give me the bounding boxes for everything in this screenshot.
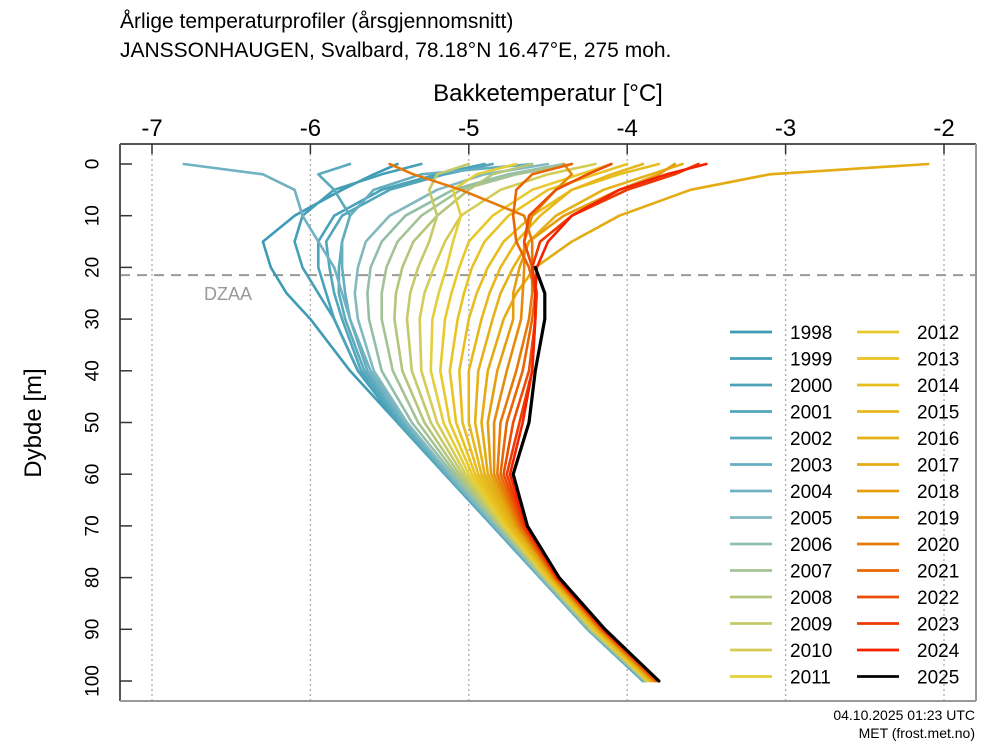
legend-label: 2001 <box>790 403 832 424</box>
y-tick-label: 70 <box>83 515 104 536</box>
legend-item-2023: 2023 <box>857 615 959 636</box>
legend-item-2022: 2022 <box>857 588 959 609</box>
legend-label: 2017 <box>917 456 959 477</box>
y-tick-label: 60 <box>83 464 104 485</box>
legend-label: 2005 <box>790 509 832 530</box>
legend-item-2014: 2014 <box>857 376 960 397</box>
legend-item-2018: 2018 <box>857 482 959 503</box>
y-tick-label: 0 <box>83 159 104 170</box>
legend-item-2005: 2005 <box>730 509 832 530</box>
series-line-2012 <box>438 162 651 683</box>
legend-item-2008: 2008 <box>730 588 832 609</box>
legend-item-2009: 2009 <box>730 615 832 636</box>
legend-item-2006: 2006 <box>730 535 832 556</box>
y-tick-label: 80 <box>83 567 104 588</box>
legend-label: 2011 <box>790 668 831 689</box>
legend-item-2012: 2012 <box>857 323 959 344</box>
legend-label: 1998 <box>790 323 832 344</box>
legend-label: 1999 <box>790 350 832 371</box>
legend-item-2016: 2016 <box>857 429 959 450</box>
legend-label: 2008 <box>790 588 832 609</box>
dzaa-annotation: DZAA <box>120 274 976 304</box>
legend-label: 2020 <box>917 535 959 556</box>
x-axis-ticks: -7 -6 -5 -4 -3 -2 <box>141 115 955 154</box>
legend-label: 2013 <box>917 350 959 371</box>
y-tick-label: 30 <box>83 309 104 330</box>
y-tick-label: 90 <box>83 619 104 640</box>
legend-item-2019: 2019 <box>857 509 959 530</box>
legend-label: 2024 <box>917 641 960 662</box>
legend-item-2010: 2010 <box>730 641 832 662</box>
legend-item-2013: 2013 <box>857 350 959 371</box>
series-line-2020 <box>388 162 658 683</box>
legend-item-2020: 2020 <box>857 535 959 556</box>
legend-label: 2022 <box>917 588 959 609</box>
chart-title: Årlige temperaturprofiler (årsgjennomsni… <box>120 10 514 33</box>
legend-item-2003: 2003 <box>730 456 832 477</box>
data-source: MET (frost.met.no) <box>858 725 975 741</box>
legend-label: 2007 <box>790 562 832 583</box>
legend-label: 2004 <box>790 482 833 503</box>
legend-item-2002: 2002 <box>730 429 832 450</box>
timestamp: 04.10.2025 01:23 UTC <box>833 707 975 723</box>
legend-label: 2003 <box>790 456 832 477</box>
legend-label: 2019 <box>917 509 959 530</box>
legend: 1998 1999 2000 2001 2002 2003 2004 2005 2006 2007… <box>730 323 960 689</box>
legend-item-2021: 2021 <box>857 562 959 583</box>
x-tick-label: -2 <box>933 115 954 142</box>
dzaa-label: DZAA <box>204 284 252 304</box>
chart-subtitle: JANSSONHAUGEN, Svalbard, 78.18°N 16.47°E… <box>120 39 672 62</box>
legend-label: 2018 <box>917 482 959 503</box>
legend-item-2024: 2024 <box>857 641 960 662</box>
legend-item-2017: 2017 <box>857 456 959 477</box>
legend-item-2004: 2004 <box>730 482 833 503</box>
y-tick-label: 20 <box>83 257 104 278</box>
legend-item-2025: 2025 <box>857 668 959 689</box>
legend-label: 2014 <box>917 376 960 397</box>
y-tick-label: 10 <box>83 205 104 226</box>
x-tick-label: -7 <box>141 115 162 142</box>
x-tick-label: -4 <box>617 115 638 142</box>
legend-label: 2002 <box>790 429 832 450</box>
legend-label: 2012 <box>917 323 959 344</box>
x-tick-label: -3 <box>775 115 796 142</box>
y-tick-label: 100 <box>83 665 104 697</box>
series-lines <box>182 162 930 683</box>
legend-label: 2015 <box>917 403 959 424</box>
legend-label: 2010 <box>790 641 832 662</box>
y-tick-label: 40 <box>83 360 104 381</box>
y-tick-label: 50 <box>83 412 104 433</box>
legend-item-2011: 2011 <box>730 668 831 689</box>
legend-label: 2025 <box>917 668 959 689</box>
series-line-2023 <box>505 162 700 683</box>
x-tick-label: -5 <box>458 115 479 142</box>
legend-label: 2021 <box>917 562 959 583</box>
legend-label: 2006 <box>790 535 832 556</box>
legend-label: 2016 <box>917 429 959 450</box>
series-line-2025 <box>511 265 661 683</box>
legend-item-1998: 1998 <box>730 323 832 344</box>
x-axis-label: Bakketemperatur [°C] <box>433 80 663 107</box>
legend-label: 2000 <box>790 376 832 397</box>
legend-item-1999: 1999 <box>730 350 832 371</box>
legend-item-2015: 2015 <box>857 403 959 424</box>
x-tick-label: -6 <box>300 115 321 142</box>
legend-item-2007: 2007 <box>730 562 832 583</box>
series-line-2015 <box>467 162 653 683</box>
legend-item-2000: 2000 <box>730 376 832 397</box>
series-line-2014 <box>457 162 661 683</box>
legend-label: 2023 <box>917 615 959 636</box>
legend-label: 2009 <box>790 615 832 636</box>
y-axis-ticks: 0 10 20 30 40 50 60 70 80 90 100 <box>83 159 132 697</box>
legend-item-2001: 2001 <box>730 403 832 424</box>
